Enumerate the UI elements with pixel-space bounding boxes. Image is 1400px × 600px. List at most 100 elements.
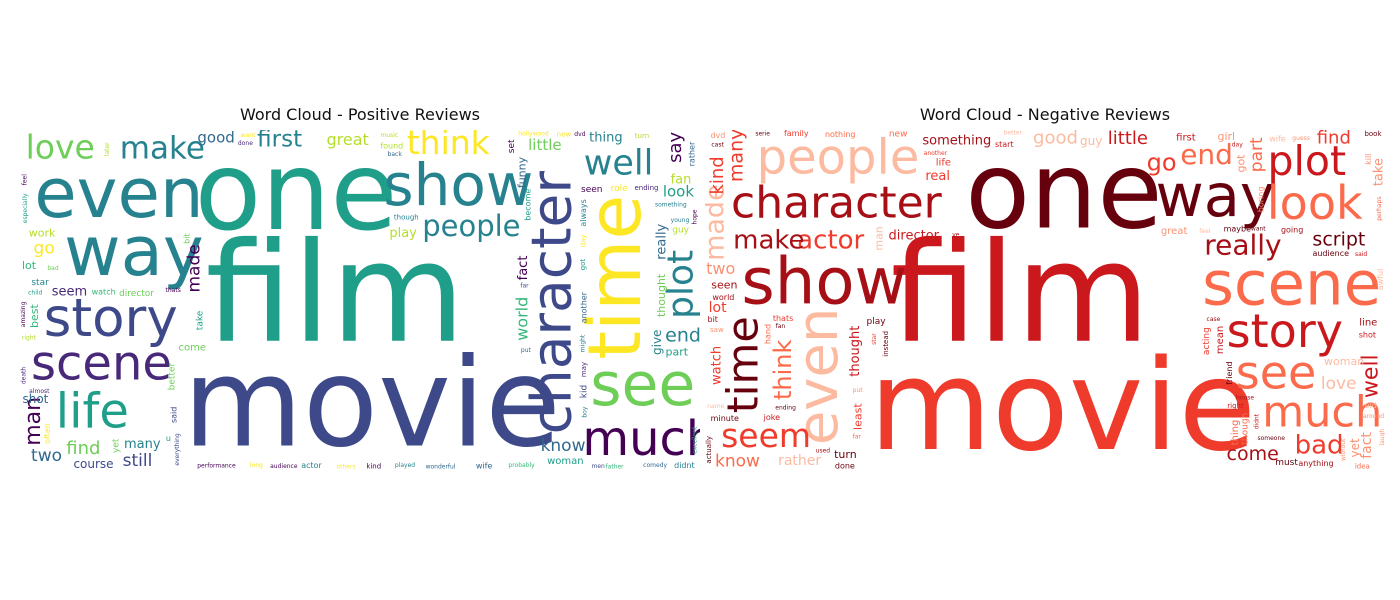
word-bit: bit xyxy=(707,315,717,324)
word-almost: almost xyxy=(29,388,50,395)
word-film: film xyxy=(890,213,1150,374)
word-found: found xyxy=(380,141,403,150)
word-people: people xyxy=(422,209,520,243)
word-script: script xyxy=(1312,229,1365,251)
word-story: story xyxy=(1227,304,1343,358)
word-comedy: comedy xyxy=(643,462,667,469)
word-cast: cast xyxy=(711,142,724,149)
word-life: life xyxy=(936,157,951,168)
word-yet: yet xyxy=(1348,438,1362,457)
word-scene: scene xyxy=(1202,248,1381,319)
word-may: may xyxy=(580,362,588,377)
word-rather: rather xyxy=(688,141,697,166)
word-work: work xyxy=(29,227,56,240)
word-guy: guy xyxy=(1080,134,1102,148)
word-thing: thing xyxy=(589,130,622,145)
word-kill: kill xyxy=(1364,154,1373,165)
word-serie: serie xyxy=(755,131,770,138)
word-line: line xyxy=(1359,318,1377,329)
word-first: first xyxy=(257,130,302,153)
word-done: done xyxy=(835,461,855,470)
word-girl: girl xyxy=(1217,130,1235,143)
word-thats: thats xyxy=(166,287,181,294)
negative-panel: Word Cloud - Negative Reviews film movie o… xyxy=(705,100,1385,475)
word-wonderful: wonderful xyxy=(426,464,456,470)
word-mean: mean xyxy=(1215,326,1226,354)
word-one: one xyxy=(965,130,1162,253)
word-good: good xyxy=(1033,130,1078,148)
word-audience: audience xyxy=(270,463,298,470)
word-least: least xyxy=(852,403,865,430)
word-boring: boring xyxy=(1256,187,1265,213)
word-many: many xyxy=(124,437,161,452)
positive-word-cloud: film movie one character story show time even wa… xyxy=(20,130,700,470)
word-going: going xyxy=(1281,226,1303,235)
word-go: go xyxy=(1147,149,1177,177)
word-day: day xyxy=(1232,141,1243,148)
word-family: family xyxy=(784,130,809,138)
word-day: day xyxy=(580,234,588,247)
word-someone: someone xyxy=(1257,435,1285,442)
word-even: even xyxy=(786,308,851,446)
word-guess: guess xyxy=(1292,135,1310,142)
word-men: men xyxy=(591,463,605,470)
word-course: course xyxy=(73,457,113,470)
word-bad: bad xyxy=(47,265,58,272)
word-thought: thought xyxy=(848,326,863,377)
word-character: character xyxy=(519,171,583,435)
word-watch: watch xyxy=(709,346,724,385)
word-right: right xyxy=(1227,402,1244,410)
word-name: name xyxy=(707,403,724,410)
word-might: might xyxy=(579,334,586,352)
word-first: first xyxy=(1176,133,1196,144)
word-thought: thought xyxy=(655,273,668,317)
word-still: still xyxy=(123,451,153,470)
word-time: time xyxy=(573,195,658,360)
word-thing: thing xyxy=(1230,420,1241,446)
word-come: come xyxy=(1227,443,1279,465)
word-see: see xyxy=(1236,346,1317,400)
word-new: new xyxy=(889,130,908,140)
word-nothing: nothing xyxy=(825,130,856,139)
word-old: old xyxy=(1365,401,1377,410)
word-often: often xyxy=(43,423,52,444)
word-something: something xyxy=(655,201,687,208)
word-feel: feel xyxy=(1199,228,1210,235)
word-played: played xyxy=(395,462,415,469)
word-much: much xyxy=(1262,387,1382,437)
word-start: start xyxy=(995,140,1014,149)
word-didnt: didnt xyxy=(1253,413,1260,429)
word-case: case xyxy=(1207,316,1221,323)
word-dvd: dvd xyxy=(710,131,725,140)
word-funny: funny xyxy=(516,156,529,188)
word-take: take xyxy=(1372,158,1385,186)
word-without: without xyxy=(1340,438,1347,461)
word-hand: hand xyxy=(764,324,773,344)
word-story: story xyxy=(44,288,178,349)
word-didnt: didnt xyxy=(674,461,695,470)
word-play: play xyxy=(389,226,417,241)
word-done: done xyxy=(238,140,253,147)
word-great: great xyxy=(1161,226,1188,237)
word-friend: friend xyxy=(1225,361,1234,384)
word-real: real xyxy=(925,169,950,184)
positive-title: Word Cloud - Positive Reviews xyxy=(239,105,481,124)
word-shot: shot xyxy=(1359,330,1376,339)
word-laugh: laugh xyxy=(1379,429,1385,446)
word-make: make xyxy=(733,225,804,255)
word-see: see xyxy=(590,350,695,420)
word-movie: movie xyxy=(183,332,561,470)
word-show: show xyxy=(383,151,533,219)
word-bit: bit xyxy=(183,233,192,243)
word-minute: minute xyxy=(711,414,739,423)
word-book: book xyxy=(1364,130,1382,138)
word-thats: thats xyxy=(773,314,793,323)
word-music: music xyxy=(380,132,398,139)
word-far: far xyxy=(853,434,862,441)
word-scene: scene xyxy=(31,335,172,391)
word-many: many xyxy=(725,130,747,182)
word-one: one xyxy=(195,130,398,255)
word-seem: seem xyxy=(52,285,87,300)
word-guy: guy xyxy=(672,225,689,235)
